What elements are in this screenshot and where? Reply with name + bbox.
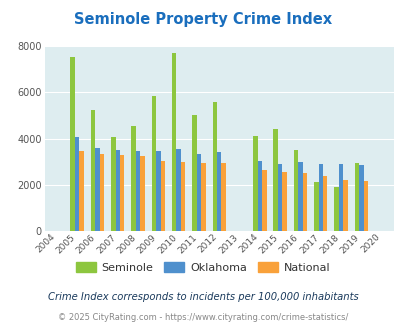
- Bar: [100, 154, 104, 231]
- Bar: [298, 162, 302, 231]
- Bar: [216, 152, 221, 231]
- Bar: [192, 115, 196, 231]
- Bar: [338, 164, 343, 231]
- Bar: [181, 162, 185, 231]
- Bar: [131, 126, 135, 231]
- Bar: [196, 154, 201, 231]
- Bar: [115, 150, 120, 231]
- Bar: [75, 137, 79, 231]
- Bar: [95, 148, 100, 231]
- Bar: [273, 129, 277, 231]
- Bar: [358, 165, 363, 231]
- Bar: [293, 150, 297, 231]
- Bar: [262, 170, 266, 231]
- Bar: [313, 182, 318, 231]
- Bar: [252, 136, 257, 231]
- Bar: [342, 180, 347, 231]
- Legend: Seminole, Oklahoma, National: Seminole, Oklahoma, National: [71, 258, 334, 278]
- Bar: [200, 163, 205, 231]
- Bar: [282, 172, 286, 231]
- Bar: [333, 187, 338, 231]
- Bar: [156, 151, 160, 231]
- Bar: [322, 176, 326, 231]
- Bar: [135, 151, 140, 231]
- Bar: [318, 164, 322, 231]
- Bar: [354, 163, 358, 231]
- Bar: [277, 164, 282, 231]
- Bar: [111, 137, 115, 231]
- Bar: [151, 96, 156, 231]
- Text: Seminole Property Crime Index: Seminole Property Crime Index: [74, 12, 331, 26]
- Bar: [160, 160, 164, 231]
- Bar: [221, 163, 225, 231]
- Bar: [363, 181, 367, 231]
- Text: Crime Index corresponds to incidents per 100,000 inhabitants: Crime Index corresponds to incidents per…: [47, 292, 358, 302]
- Bar: [140, 156, 144, 231]
- Text: © 2025 CityRating.com - https://www.cityrating.com/crime-statistics/: © 2025 CityRating.com - https://www.city…: [58, 313, 347, 322]
- Bar: [257, 160, 262, 231]
- Bar: [302, 173, 307, 231]
- Bar: [79, 151, 83, 231]
- Bar: [120, 155, 124, 231]
- Bar: [176, 149, 181, 231]
- Bar: [91, 110, 95, 231]
- Bar: [172, 53, 176, 231]
- Bar: [70, 56, 75, 231]
- Bar: [212, 102, 216, 231]
